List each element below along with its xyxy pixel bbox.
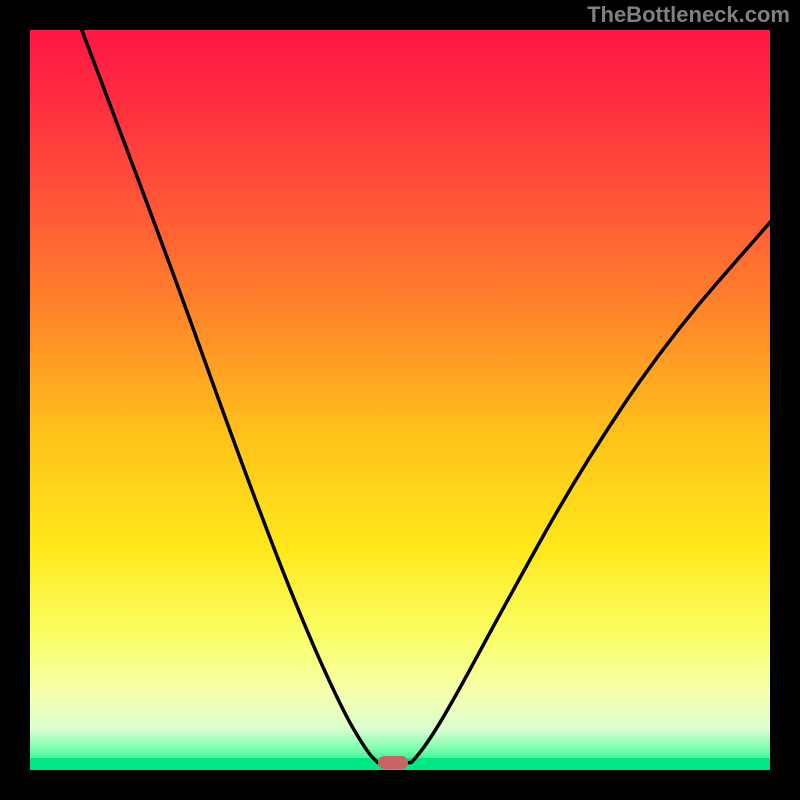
plot-area bbox=[30, 30, 770, 770]
optimal-point-marker bbox=[378, 756, 408, 769]
bottleneck-curve bbox=[30, 30, 770, 770]
bottleneck-curve-path bbox=[82, 30, 770, 763]
watermark-text: TheBottleneck.com bbox=[587, 2, 790, 28]
